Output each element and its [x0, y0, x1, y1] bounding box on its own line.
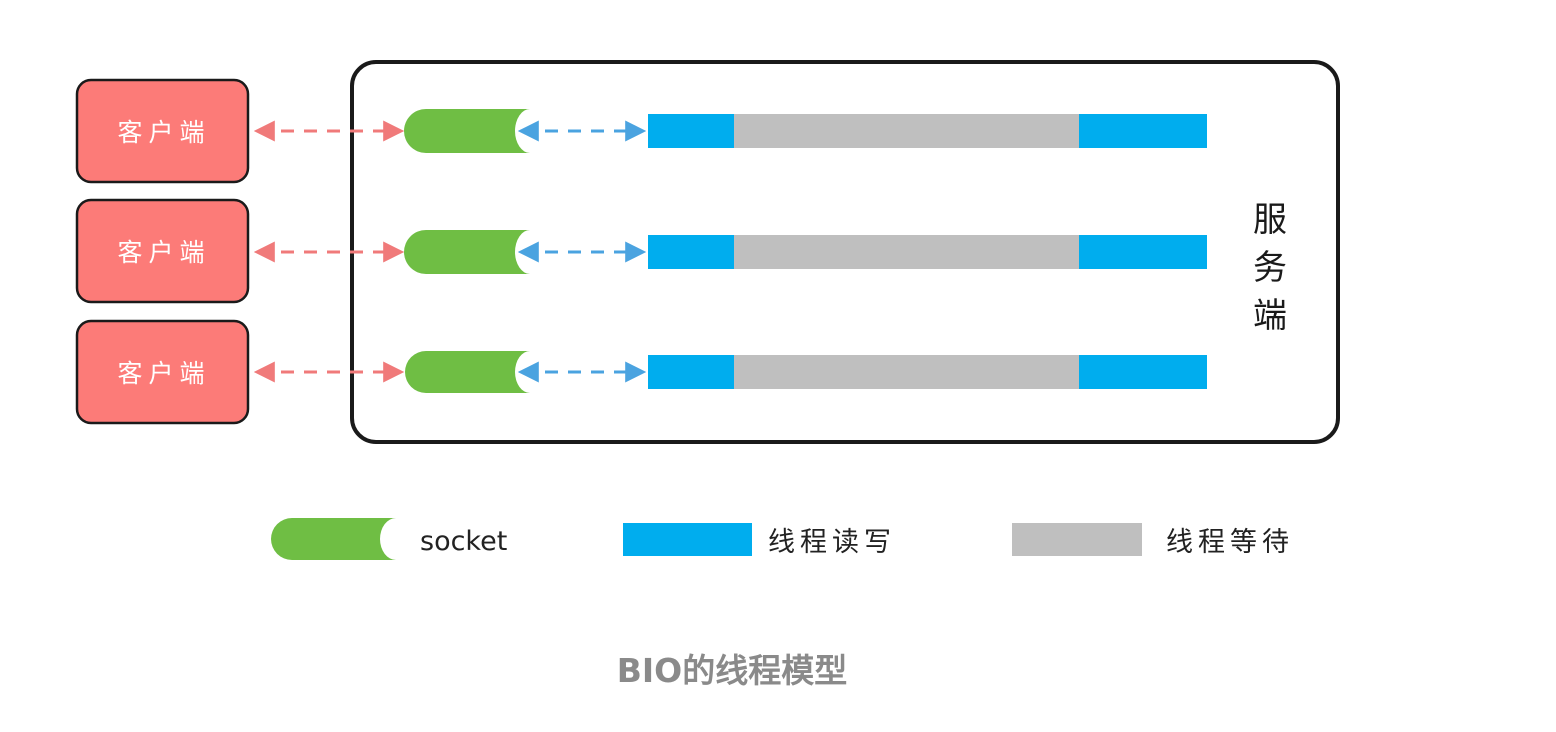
thread-read-write-segment [1079, 355, 1207, 389]
client-box [75, 319, 250, 425]
server-label-char: 务 [1253, 248, 1287, 288]
legend-thread-read-write-label: 线程读写 [768, 527, 896, 558]
legend-item-thread-read-write: 线程读写 [623, 523, 896, 558]
thread-read-write-segment [648, 114, 734, 148]
thread-wait-segment [734, 355, 1079, 389]
socket-shape [405, 351, 530, 393]
client-label: 客户端 [117, 118, 210, 147]
legend-socket-label: socket [420, 526, 507, 557]
connection-row: 客户端 [75, 319, 1207, 425]
connection-row: 客户端 [75, 78, 1207, 184]
legend-thread-wait-swatch [1012, 523, 1142, 556]
connection-row: 客户端 [75, 198, 1207, 304]
thread-read-write-segment [1079, 114, 1207, 148]
socket-shape [404, 109, 530, 153]
server-label: 服 务 端 [1253, 200, 1287, 336]
client-label: 客户端 [117, 238, 210, 267]
legend-socket-swatch [271, 518, 396, 560]
figure-caption: BIO的线程模型 [616, 651, 848, 690]
client-box [75, 198, 250, 304]
server-label-char: 服 [1253, 200, 1287, 240]
legend-thread-wait-label: 线程等待 [1166, 527, 1294, 558]
thread-read-write-segment [648, 235, 734, 269]
legend-item-socket: socket [271, 518, 507, 560]
thread-read-write-segment [648, 355, 734, 389]
legend-thread-read-write-swatch [623, 523, 752, 556]
client-box [75, 78, 250, 184]
legend: socket 线程读写 线程等待 [271, 518, 1294, 560]
server-label-char: 端 [1253, 296, 1287, 336]
thread-wait-segment [734, 114, 1079, 148]
thread-wait-segment [734, 235, 1079, 269]
legend-item-thread-wait: 线程等待 [1012, 523, 1294, 558]
socket-shape [404, 230, 530, 274]
thread-read-write-segment [1079, 235, 1207, 269]
client-label: 客户端 [117, 359, 210, 388]
